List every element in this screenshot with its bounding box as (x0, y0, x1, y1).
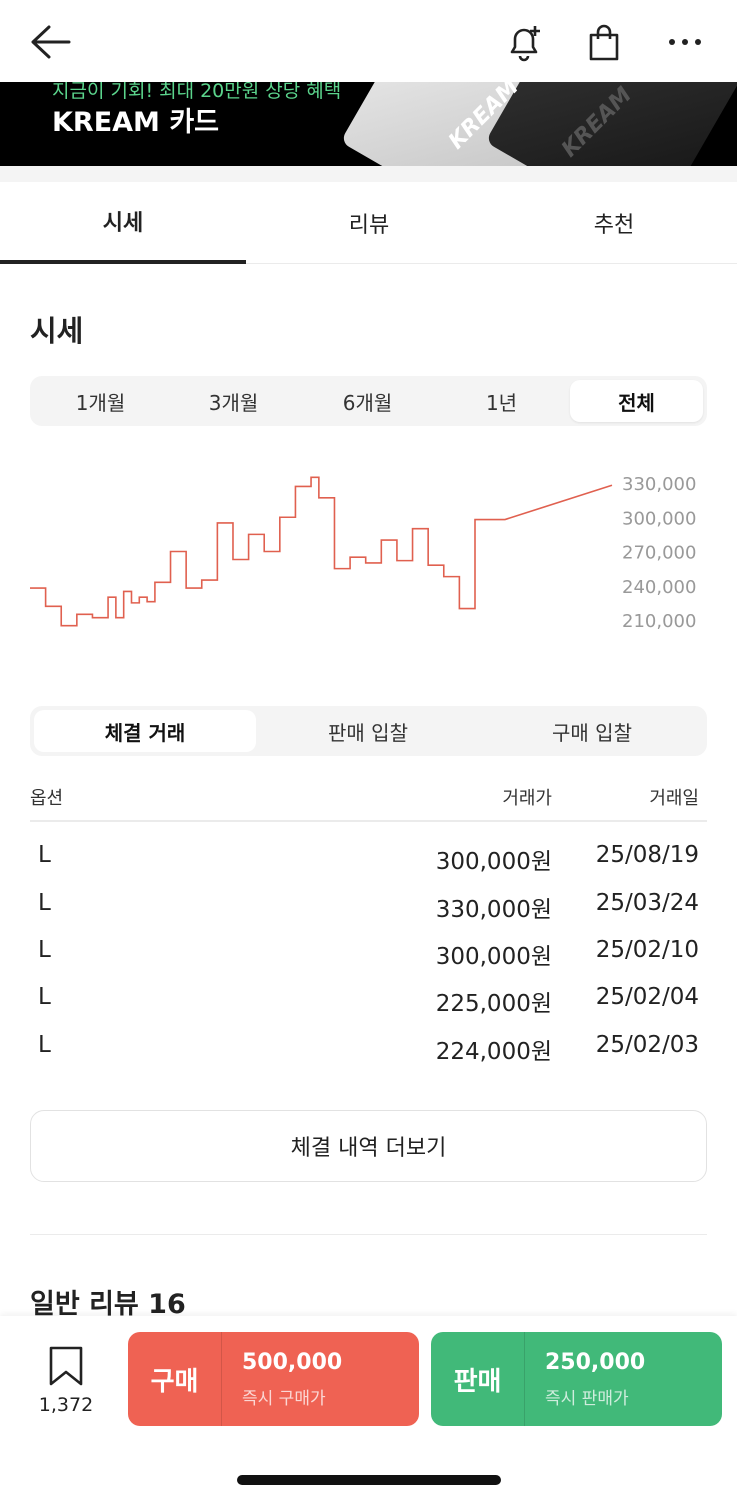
trade-type-selector: 체결 거래 판매 입찰 구매 입찰 (30, 706, 707, 756)
bookmark-count: 1,372 (38, 1394, 94, 1416)
price-chart: 330,000 300,000 270,000 240,000 210,000 (30, 474, 696, 632)
row-price: 225,000원 (435, 991, 552, 1017)
sell-button[interactable]: 판매 250,000 즉시 판매가 (431, 1332, 722, 1426)
tab-recommend[interactable]: 추천 (593, 213, 635, 238)
y-tick-label: 300,000 (622, 508, 696, 529)
home-indicator (237, 1475, 501, 1485)
price-line-series (30, 476, 613, 627)
arrow-left-icon[interactable] (28, 20, 72, 64)
period-1m[interactable]: 1개월 (75, 390, 126, 415)
bell-plus-icon[interactable] (502, 20, 546, 64)
section-gap (0, 166, 737, 182)
bottom-action-bar: 1,372 구매 500,000 즉시 구매가 판매 250,000 즉시 판매… (0, 1316, 737, 1500)
row-price: 330,000원 (435, 897, 552, 923)
promo-banner[interactable]: 지금이 기회! 최대 20만원 상당 혜택 KREAM 카드 KREAM KRE… (0, 82, 737, 166)
row-option: L (38, 842, 51, 868)
trade-table-header: 옵션 거래가 거래일 (30, 778, 707, 822)
product-tabs: 시세 리뷰 추천 (0, 182, 737, 264)
row-date: 25/02/04 (595, 984, 699, 1010)
row-price: 300,000원 (435, 849, 552, 875)
row-date: 25/08/19 (595, 842, 699, 868)
bookmark-button[interactable]: 1,372 (32, 1346, 100, 1416)
review-section-title: 일반 리뷰 16 (30, 1289, 186, 1320)
y-tick-label: 330,000 (622, 474, 696, 495)
header-option: 옵션 (30, 788, 64, 809)
table-row: L 330,000원 25/03/24 (38, 890, 707, 930)
row-price: 224,000원 (435, 1039, 552, 1065)
row-date: 25/02/10 (595, 937, 699, 963)
y-tick-label: 210,000 (622, 611, 696, 632)
section-title: 시세 (30, 314, 84, 348)
period-1y[interactable]: 1년 (485, 390, 518, 415)
buy-subtext: 즉시 구매가 (242, 1389, 326, 1409)
row-option: L (38, 937, 51, 963)
period-6m[interactable]: 6개월 (342, 390, 393, 415)
y-tick-label: 270,000 (622, 543, 696, 564)
row-date: 25/02/03 (595, 1032, 699, 1058)
tab-price[interactable]: 시세 (0, 182, 246, 264)
table-row: L 224,000원 25/02/03 (38, 1032, 707, 1072)
buy-price: 500,000 (242, 1350, 343, 1375)
banner-title: KREAM 카드 (52, 107, 220, 138)
table-row: L 300,000원 25/02/10 (38, 937, 707, 977)
more-horizontal-icon[interactable] (663, 20, 707, 64)
divider (30, 1234, 707, 1235)
row-option: L (38, 1032, 51, 1058)
tab-completed-trades[interactable]: 체결 거래 (34, 710, 256, 752)
top-navigation-bar (0, 0, 737, 82)
y-tick-label: 240,000 (622, 577, 696, 598)
buy-button[interactable]: 구매 500,000 즉시 구매가 (128, 1332, 419, 1426)
tab-buy-bids[interactable]: 구매 입찰 (552, 720, 632, 745)
bookmark-icon (49, 1346, 83, 1386)
more-trades-button[interactable]: 체결 내역 더보기 (30, 1110, 707, 1182)
period-3m[interactable]: 3개월 (208, 390, 259, 415)
sell-label: 판매 (431, 1332, 525, 1426)
row-option: L (38, 890, 51, 916)
period-selector: 1개월 3개월 6개월 1년 전체 (30, 376, 707, 426)
shopping-bag-icon[interactable] (582, 20, 626, 64)
row-price: 300,000원 (435, 944, 552, 970)
header-date: 거래일 (649, 788, 699, 809)
row-date: 25/03/24 (595, 890, 699, 916)
tab-review[interactable]: 리뷰 (348, 213, 390, 238)
banner-promo-text: 지금이 기회! 최대 20만원 상당 혜택 (52, 82, 342, 102)
sell-price: 250,000 (545, 1350, 646, 1375)
table-row: L 225,000원 25/02/04 (38, 984, 707, 1024)
tab-sell-bids[interactable]: 판매 입찰 (328, 720, 408, 745)
header-price: 거래가 (502, 788, 552, 809)
row-option: L (38, 984, 51, 1010)
table-row: L 300,000원 25/08/19 (38, 842, 707, 882)
sell-subtext: 즉시 판매가 (545, 1389, 629, 1409)
period-all[interactable]: 전체 (570, 380, 703, 422)
buy-label: 구매 (128, 1332, 222, 1426)
